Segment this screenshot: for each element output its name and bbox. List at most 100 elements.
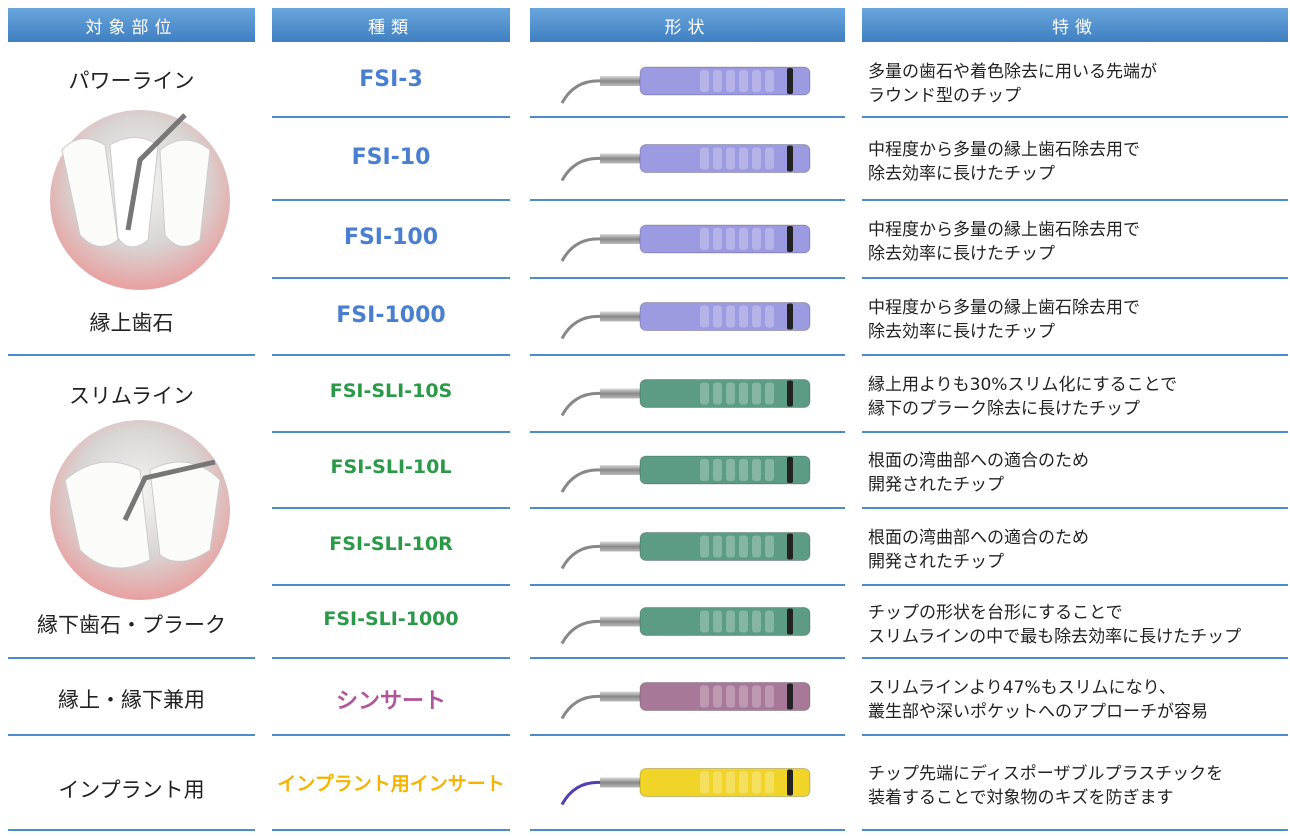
feature-text: 除去効率に長けたチップ: [868, 244, 1055, 264]
grip: [726, 228, 735, 250]
feature-text: チップの形状を台形にすることで: [868, 602, 1123, 623]
grip: [765, 535, 774, 558]
instrument: [560, 607, 811, 645]
grip: [713, 305, 722, 328]
tip: [560, 468, 603, 493]
grip: [752, 771, 761, 794]
handle: [639, 379, 811, 408]
grip: [726, 771, 735, 794]
group-label: 縁下歯石・プラーク: [37, 613, 226, 637]
grip: [713, 70, 722, 92]
ring: [787, 457, 793, 483]
grip: [726, 305, 735, 328]
shank: [600, 76, 642, 86]
feature-text: 中程度から多量の縁上歯石除去用で: [868, 220, 1140, 240]
grip: [752, 685, 761, 708]
header-cell: 種類: [272, 8, 510, 42]
shank: [600, 691, 642, 702]
feature-text: 縁下のプラーク除去に長けたチップ: [868, 398, 1140, 419]
grip: [700, 147, 709, 170]
instrument: [560, 379, 811, 417]
grip: [700, 305, 709, 328]
grip: [713, 228, 722, 250]
feature-text: スリムラインより47%もスリムになり、: [868, 677, 1176, 698]
grip: [713, 459, 722, 481]
group-label: インプラント用: [58, 778, 205, 802]
grip: [739, 771, 748, 794]
shank: [600, 153, 642, 164]
tip-name: インプラント用インサート: [277, 772, 505, 795]
header-cell: 特徴: [862, 8, 1288, 42]
shank: [600, 234, 642, 244]
shank: [600, 311, 642, 322]
instrument: [560, 768, 811, 806]
group-label: スリムライン: [69, 384, 194, 408]
instrument: [560, 66, 811, 104]
tip-name: FSI-1000: [336, 302, 446, 328]
ring: [787, 380, 793, 407]
grip: [713, 610, 722, 633]
grip: [765, 685, 774, 708]
tip-name: シンサート: [335, 688, 446, 714]
grip: [765, 228, 774, 250]
handle: [639, 532, 811, 561]
instrument: [560, 532, 811, 570]
ring: [787, 683, 793, 710]
shank: [600, 777, 642, 788]
grip: [700, 535, 709, 558]
illustration: [50, 110, 230, 600]
shank: [600, 465, 642, 475]
handle: [639, 144, 811, 173]
grip: [765, 305, 774, 328]
grip: [713, 685, 722, 708]
grip: [713, 771, 722, 794]
grip: [726, 382, 735, 405]
grip: [765, 70, 774, 92]
grip: [726, 535, 735, 558]
tip-name: FSI-3: [359, 67, 423, 92]
grip: [752, 382, 761, 405]
grip: [739, 147, 748, 170]
grip: [752, 459, 761, 481]
handle: [639, 607, 811, 636]
feature-text: ラウンド型のチップ: [868, 86, 1021, 106]
instrument: [560, 455, 811, 493]
instrument: [560, 144, 811, 182]
feature-text: スリムラインの中で最も除去効率に長けたチップ: [868, 626, 1242, 647]
feature-text: 除去効率に長けたチップ: [868, 321, 1055, 342]
grip: [752, 147, 761, 170]
instrument: [560, 682, 811, 720]
grip: [765, 771, 774, 794]
grip: [700, 610, 709, 633]
tip: [560, 391, 603, 417]
handle: [639, 224, 811, 254]
grip: [726, 147, 735, 170]
shank: [600, 541, 642, 552]
ring: [787, 533, 793, 560]
header-cell: 対象部位: [8, 8, 255, 42]
grip: [700, 685, 709, 708]
grip: [739, 70, 748, 92]
grip: [752, 610, 761, 633]
grip: [700, 382, 709, 405]
tip-name: FSI-100: [343, 225, 439, 250]
grip: [739, 228, 748, 250]
shank: [600, 616, 642, 627]
grip: [713, 535, 722, 558]
grip: [726, 70, 735, 92]
group-label: 縁上歯石: [89, 311, 174, 335]
grip: [739, 535, 748, 558]
group-label: パワーライン: [68, 69, 195, 93]
ring: [787, 608, 793, 635]
group-label: 縁上・縁下兼用: [58, 688, 205, 712]
tip: [560, 619, 603, 645]
tip: [560, 237, 603, 262]
tip: [560, 79, 603, 104]
grip: [752, 228, 761, 250]
grip: [700, 771, 709, 794]
handle: [639, 768, 811, 797]
grip: [713, 382, 722, 405]
handle: [639, 455, 811, 485]
